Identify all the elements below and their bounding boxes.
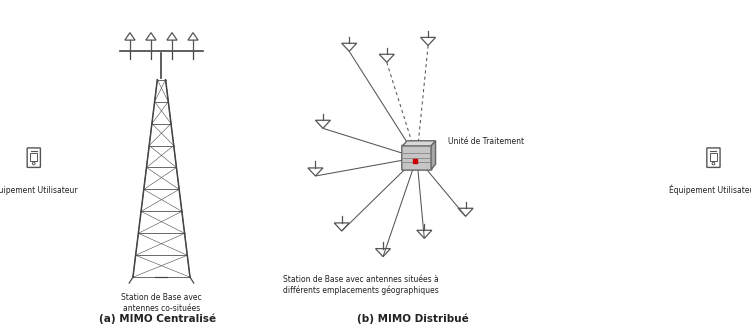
Text: Équipement Utilisateur: Équipement Utilisateur [669, 185, 751, 195]
Text: Unité de Traitement: Unité de Traitement [448, 137, 524, 146]
Text: Station de Base avec
antennes co-situées: Station de Base avec antennes co-situées [121, 293, 202, 313]
FancyBboxPatch shape [402, 145, 432, 170]
Text: (a) MIMO Centralisé: (a) MIMO Centralisé [99, 314, 216, 324]
Text: Station de Base avec antennes situées à
différents emplacements géographiques: Station de Base avec antennes situées à … [282, 275, 439, 295]
FancyBboxPatch shape [27, 148, 41, 167]
Text: (b) MIMO Distribué: (b) MIMO Distribué [357, 314, 469, 324]
Text: Équipement Utilisateur: Équipement Utilisateur [0, 185, 78, 195]
FancyBboxPatch shape [707, 148, 720, 167]
Bar [710, 153, 717, 161]
Polygon shape [431, 141, 436, 169]
Bar [30, 153, 38, 161]
Polygon shape [403, 141, 436, 146]
